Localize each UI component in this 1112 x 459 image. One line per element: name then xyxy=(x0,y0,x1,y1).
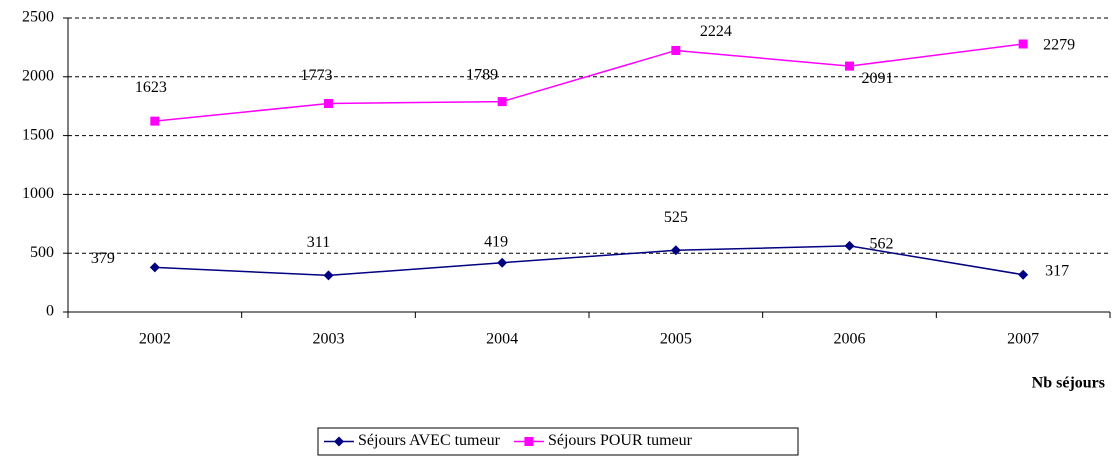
marker xyxy=(1018,39,1028,49)
marker xyxy=(497,257,508,268)
legend-box xyxy=(317,427,799,456)
data-label: 2279 xyxy=(1043,37,1075,54)
marker xyxy=(323,270,334,281)
marker xyxy=(150,116,160,126)
series-line xyxy=(154,245,1024,277)
marker xyxy=(845,61,854,71)
x-tick-label: 2006 xyxy=(834,331,866,348)
marker xyxy=(844,240,855,251)
y-tick-label: 1500 xyxy=(22,126,54,143)
data-label: 311 xyxy=(307,234,330,251)
legend-label: Séjours AVEC tumeur xyxy=(358,432,501,449)
series-line xyxy=(154,43,1024,122)
data-label: 1789 xyxy=(466,66,498,83)
x-tick-label: 2007 xyxy=(1007,331,1039,348)
legend-marker xyxy=(524,437,534,446)
marker xyxy=(1018,269,1029,280)
x-tick-label: 2004 xyxy=(486,331,518,348)
data-label: 317 xyxy=(1045,262,1069,279)
marker xyxy=(497,97,507,107)
data-label: 379 xyxy=(91,250,115,267)
marker xyxy=(670,245,681,256)
legend-marker xyxy=(334,436,344,447)
y-tick-label: 1000 xyxy=(22,185,54,202)
data-label: 562 xyxy=(870,236,894,253)
x-tick-label: 2002 xyxy=(139,331,171,348)
marker xyxy=(149,262,160,273)
marker xyxy=(671,45,681,55)
y-tick-label: 2000 xyxy=(22,67,54,84)
legend-label: Séjours POUR tumeur xyxy=(548,432,693,449)
data-label: 2224 xyxy=(700,23,732,40)
data-label: 1773 xyxy=(301,67,333,84)
data-label: 2091 xyxy=(862,70,894,87)
marker xyxy=(324,98,333,108)
data-label: 1623 xyxy=(135,79,167,96)
y-tick-label: 500 xyxy=(30,244,54,261)
x-tick-label: 2003 xyxy=(313,331,345,348)
y-tick-label: 0 xyxy=(46,303,54,320)
data-label: 525 xyxy=(664,209,688,226)
y-tick-label: 2500 xyxy=(22,9,54,26)
x-tick-label: 2005 xyxy=(660,331,692,348)
legend: Séjours AVEC tumeur Séjours POUR tumeur xyxy=(317,427,799,456)
data-label: 419 xyxy=(484,233,508,250)
x-axis-title: Nb séjours xyxy=(1032,375,1105,392)
